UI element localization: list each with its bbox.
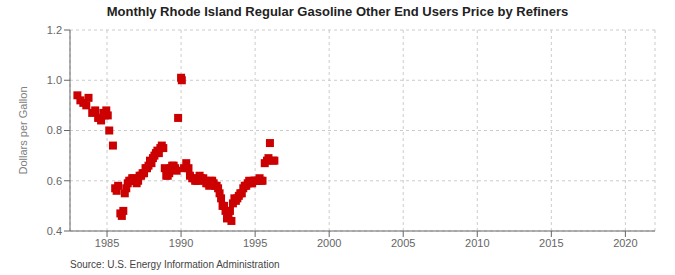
svg-text:2000: 2000 bbox=[317, 237, 341, 249]
html-text:Source: U.S. Energy Informatio: Source: U.S. Energy Information Administ… bbox=[70, 259, 280, 270]
svg-text:2010: 2010 bbox=[465, 237, 489, 249]
svg-text:0.8: 0.8 bbox=[47, 124, 62, 136]
svg-text:2015: 2015 bbox=[539, 237, 563, 249]
svg-text:1.0: 1.0 bbox=[47, 74, 62, 86]
html-text:Monthly Rhode Island Regular G: Monthly Rhode Island Regular Gasoline Ot… bbox=[106, 4, 569, 19]
svg-text:0.4: 0.4 bbox=[47, 225, 62, 237]
svg-text:1985: 1985 bbox=[95, 237, 119, 249]
svg-text:1.2: 1.2 bbox=[47, 24, 62, 36]
svg-text:2005: 2005 bbox=[391, 237, 415, 249]
svg-text:Dollars per Gallon: Dollars per Gallon bbox=[17, 86, 29, 174]
svg-text:1990: 1990 bbox=[169, 237, 193, 249]
svg-text:2020: 2020 bbox=[613, 237, 637, 249]
svg-text:1995: 1995 bbox=[243, 237, 267, 249]
svg-text:0.6: 0.6 bbox=[47, 175, 62, 187]
